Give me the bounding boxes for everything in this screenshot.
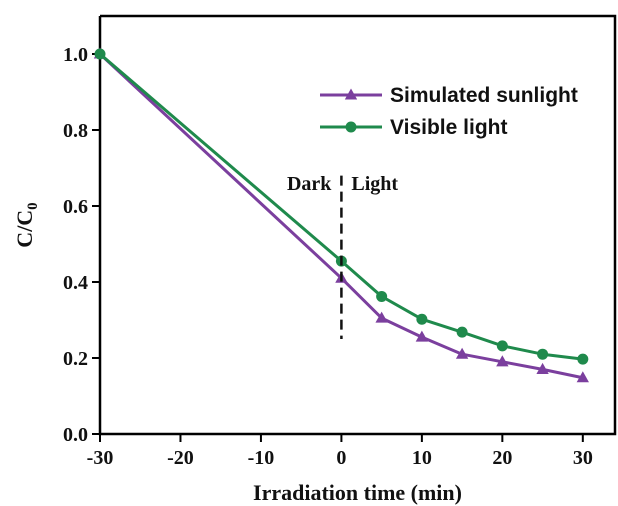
dark-label: Dark [287, 173, 332, 195]
data-point-simulated-sunlight [496, 355, 509, 367]
data-point-visible-light [496, 340, 508, 352]
y-axis-title-subscript: 0 [25, 202, 41, 210]
data-point-visible-light [376, 290, 388, 302]
y-axis-title-main: C/C [12, 210, 37, 248]
data-point-simulated-sunlight [576, 371, 589, 383]
y-tick-label: 0.0 [63, 424, 88, 446]
data-point-simulated-sunlight [455, 347, 469, 359]
legend: Simulated sunlight Visible light [320, 84, 578, 139]
legend-marker-circle-icon [345, 121, 357, 133]
y-tick-label: 0.4 [63, 272, 88, 294]
y-tick-label: 0.8 [63, 120, 88, 142]
data-point-visible-light [456, 326, 468, 338]
x-tick-label: -30 [87, 447, 114, 469]
light-label: Light [351, 173, 398, 195]
legend-marker-triangle-icon [344, 88, 358, 100]
x-tick-label: 20 [492, 447, 512, 469]
data-point-simulated-sunlight [415, 330, 429, 342]
axes: -30 -20 -10 0 10 20 30 0.0 0.2 0.4 0.6 0.8 1.0 [63, 14, 617, 469]
y-tick-label: 1.0 [63, 44, 88, 66]
data-point-simulated-sunlight [536, 362, 549, 374]
series-group [93, 47, 589, 383]
annotations: Dark Light [287, 173, 398, 339]
legend-label-simulated-sunlight: Simulated sunlight [390, 84, 578, 107]
legend-item-visible-light: Visible light [320, 116, 507, 139]
x-axis-title: Irradiation time (min) [253, 480, 462, 505]
x-tick-label: -10 [248, 447, 275, 469]
data-point-visible-light [94, 48, 106, 60]
legend-label-visible-light: Visible light [390, 116, 507, 139]
y-axis-title: C/C0 [12, 202, 41, 247]
data-point-visible-light [537, 348, 549, 360]
series-line-visible-light [99, 52, 583, 361]
x-tick-label: 30 [573, 447, 593, 469]
data-point-visible-light [416, 313, 428, 325]
y-tick-label: 0.2 [63, 348, 88, 370]
plot-frame [98, 14, 617, 436]
legend-item-simulated-sunlight: Simulated sunlight [320, 84, 578, 107]
x-tick-label: -20 [167, 447, 194, 469]
x-tick-label: 10 [412, 447, 432, 469]
series-line-simulated-sunlight [98, 52, 584, 380]
x-tick-label: 0 [336, 447, 346, 469]
y-tick-label: 0.6 [63, 196, 88, 218]
data-point-visible-light [577, 353, 589, 365]
data-point-simulated-sunlight [375, 311, 388, 323]
